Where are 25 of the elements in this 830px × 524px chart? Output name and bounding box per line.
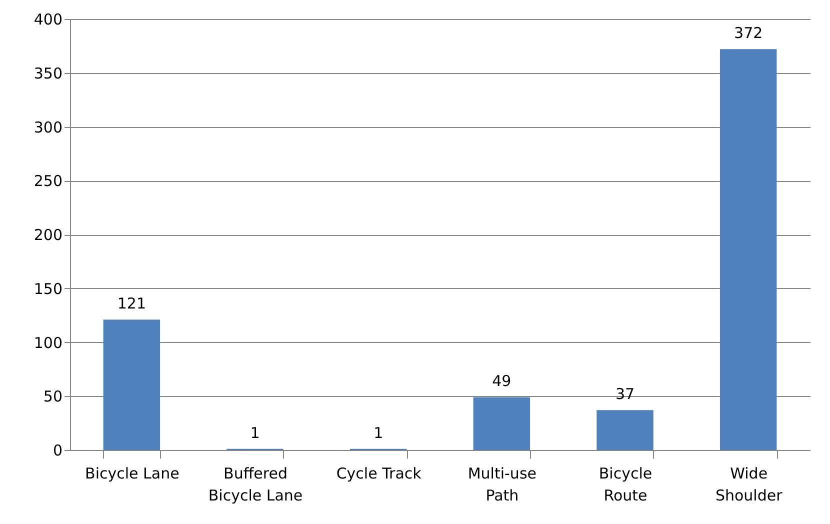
y-tick-label: 250 <box>34 172 62 190</box>
y-tick-label: 350 <box>34 64 62 82</box>
data-label: 121 <box>117 294 146 313</box>
x-tick-label: Wide Shoulder <box>715 464 784 504</box>
y-tick-label: 200 <box>34 226 62 244</box>
y-tick-label: 50 <box>43 388 62 406</box>
x-tick-label: Bicycle Lane <box>85 464 180 482</box>
y-tick-label: 150 <box>34 280 62 298</box>
data-label: 49 <box>492 372 512 390</box>
y-tick-label: 0 <box>52 442 62 460</box>
bar <box>473 397 530 450</box>
y-tick-label: 300 <box>34 118 62 136</box>
x-tick-label: Buffered Bicycle Lane <box>208 464 303 504</box>
bar <box>103 320 160 450</box>
x-tick-label: Bicycle Route <box>598 464 652 504</box>
data-label: 1 <box>250 424 260 442</box>
y-tick-label: 400 <box>34 10 62 28</box>
data-label: 1 <box>374 424 384 442</box>
y-tick-label: 100 <box>34 334 62 352</box>
bar <box>596 410 654 450</box>
bar <box>720 49 777 450</box>
x-tick-label: Cycle Track <box>336 464 422 482</box>
data-label: 37 <box>615 385 635 404</box>
x-tick-label: Multi-use Path <box>468 464 536 504</box>
data-label: 372 <box>734 24 763 42</box>
